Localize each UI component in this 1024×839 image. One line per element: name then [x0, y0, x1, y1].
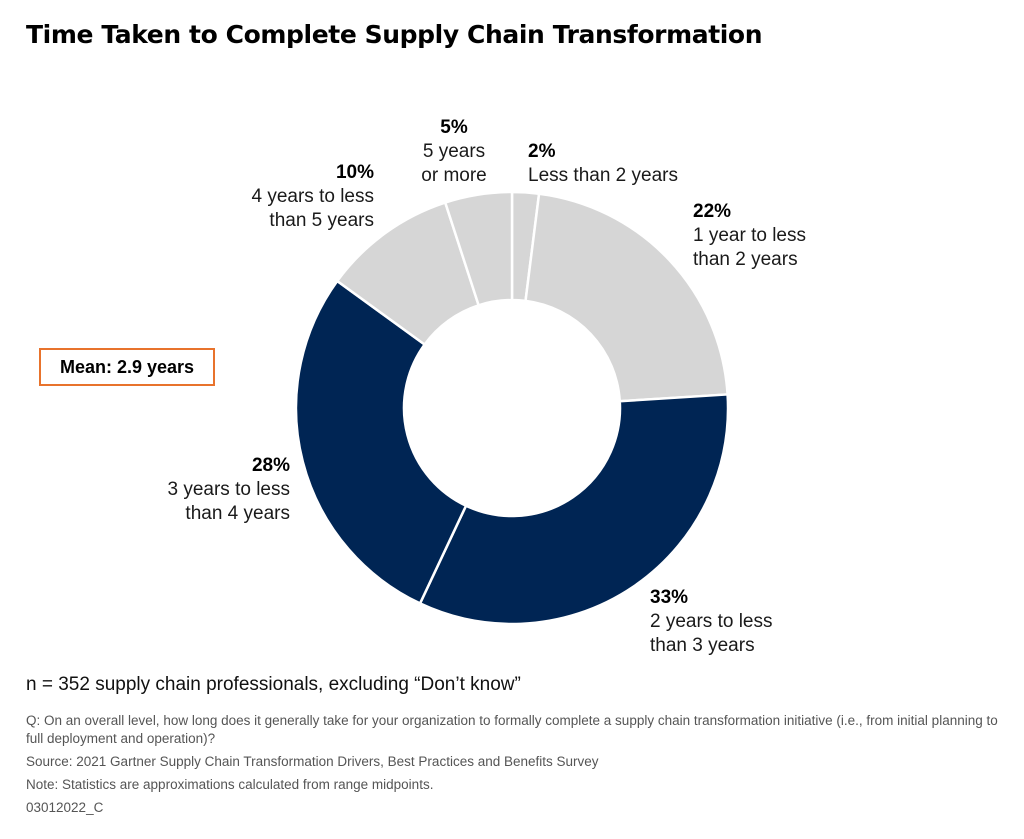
slice-pct-3: 28% — [251, 455, 290, 476]
slice-pct-0: 2% — [528, 141, 556, 162]
slice-label-1: 22% 1 year to less than 2 years — [693, 200, 806, 272]
sample-size-note: n = 352 supply chain professionals, excl… — [26, 674, 521, 695]
slice-label-5: 5% 5 years or more — [404, 116, 504, 188]
donut-slice-1 — [524, 192, 729, 403]
donut-slice-5 — [443, 190, 514, 307]
donut-slice-2 — [418, 393, 730, 626]
slice-text-1: 1 year to less than 2 years — [693, 225, 806, 270]
slice-text-3: 3 years to less than 4 years — [167, 479, 291, 524]
chart-title: Time Taken to Complete Supply Chain Tran… — [26, 20, 763, 49]
slice-label-0: 2% Less than 2 years — [528, 140, 678, 188]
mean-callout: Mean: 2.9 years — [39, 348, 215, 386]
slice-pct-5: 5% — [440, 117, 468, 138]
slice-text-2: 2 years to less than 3 years — [650, 611, 773, 656]
slice-label-3: 28% 3 years to less than 4 years — [168, 454, 291, 526]
source-note: Source: 2021 Gartner Supply Chain Transf… — [26, 754, 599, 769]
donut-slice-3 — [294, 279, 468, 606]
slice-label-2: 33% 2 years to less than 3 years — [650, 586, 773, 658]
statistics-note: Note: Statistics are approximations calc… — [26, 777, 434, 792]
slice-text-5: 5 years or more — [421, 141, 487, 186]
slice-pct-2: 33% — [650, 587, 689, 608]
slice-text-4: 4 years to less than 5 years — [251, 186, 375, 231]
slice-label-4: 10% 4 years to less than 5 years — [252, 161, 375, 233]
slice-pct-1: 22% — [693, 201, 732, 222]
figure-code: 03012022_C — [26, 800, 104, 815]
slice-text-0: Less than 2 years — [528, 165, 678, 186]
slice-pct-4: 10% — [335, 162, 374, 183]
survey-question: Q: On an overall level, how long does it… — [26, 713, 998, 746]
